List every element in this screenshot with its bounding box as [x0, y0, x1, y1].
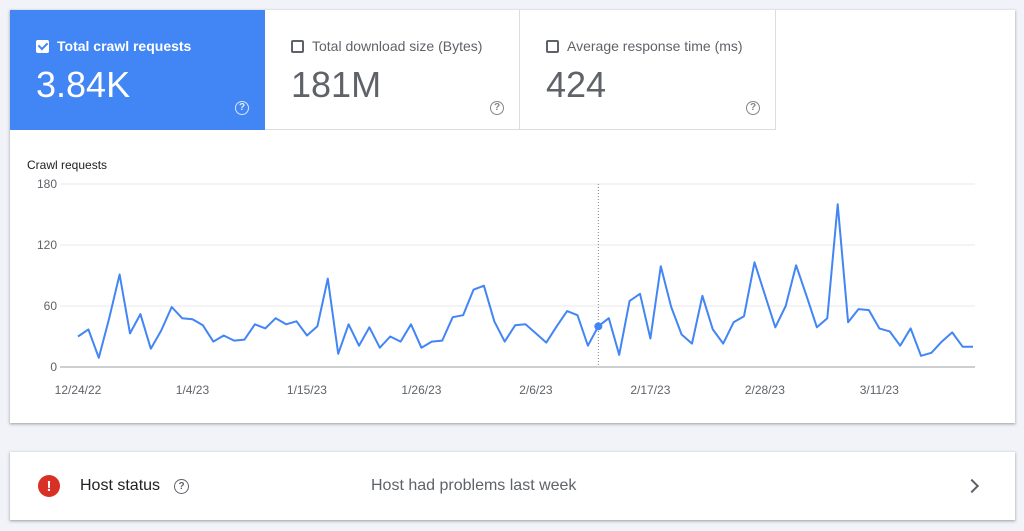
checkbox-checked-icon[interactable]	[36, 39, 49, 53]
help-icon[interactable]: ?	[174, 478, 189, 494]
checkbox-unchecked-icon[interactable]	[291, 39, 304, 53]
x-tick-label: 1/26/23	[401, 383, 441, 397]
y-tick-label: 180	[37, 177, 57, 191]
y-tick-label: 0	[50, 360, 57, 374]
metric-label: Total download size (Bytes)	[312, 38, 483, 54]
x-tick-label: 1/15/23	[287, 383, 327, 397]
x-tick-label: 2/28/23	[745, 383, 785, 397]
y-tick-label: 120	[37, 238, 57, 252]
metric-value: 3.84K	[36, 64, 131, 105]
metric-value: 424	[546, 64, 607, 105]
x-tick-label: 1/4/23	[176, 383, 210, 397]
help-icon[interactable]: ?	[235, 101, 249, 115]
crawl-requests-chart[interactable]: Crawl requests 0 60 120 180 12/24/22 1/4/23 1/1…	[10, 150, 1015, 410]
host-status-row[interactable]: ! Host status ? Host had problems last w…	[10, 452, 1015, 520]
x-tick-label: 2/17/23	[630, 383, 670, 397]
metric-value: 181M	[291, 64, 382, 105]
hover-point	[594, 322, 603, 331]
metric-total-crawl-requests[interactable]: Total crawl requests 3.84K ?	[10, 10, 265, 130]
series-line-crawl-requests	[77, 203, 973, 359]
y-tick-label: 60	[44, 299, 58, 313]
chevron-right-icon[interactable]	[964, 478, 980, 494]
help-icon[interactable]: ?	[490, 101, 504, 115]
crawl-stats-card: Total crawl requests 3.84K ? Total downl…	[10, 10, 1015, 423]
metric-label: Total crawl requests	[57, 38, 192, 54]
y-axis-label: Crawl requests	[27, 158, 107, 172]
x-tick-label: 12/24/22	[55, 383, 102, 397]
help-icon[interactable]: ?	[746, 101, 760, 115]
metric-total-download-size[interactable]: Total download size (Bytes) 181M ?	[265, 10, 520, 130]
x-tick-label: 3/11/23	[860, 383, 899, 397]
x-tick-label: 2/6/23	[519, 383, 553, 397]
metric-label: Average response time (ms)	[567, 38, 743, 54]
host-status-message: Host had problems last week	[371, 477, 577, 494]
host-status-title: Host status	[80, 477, 161, 494]
error-icon: !	[38, 475, 60, 497]
metric-average-response-time[interactable]: Average response time (ms) 424 ?	[520, 10, 776, 130]
checkbox-unchecked-icon[interactable]	[546, 39, 559, 53]
